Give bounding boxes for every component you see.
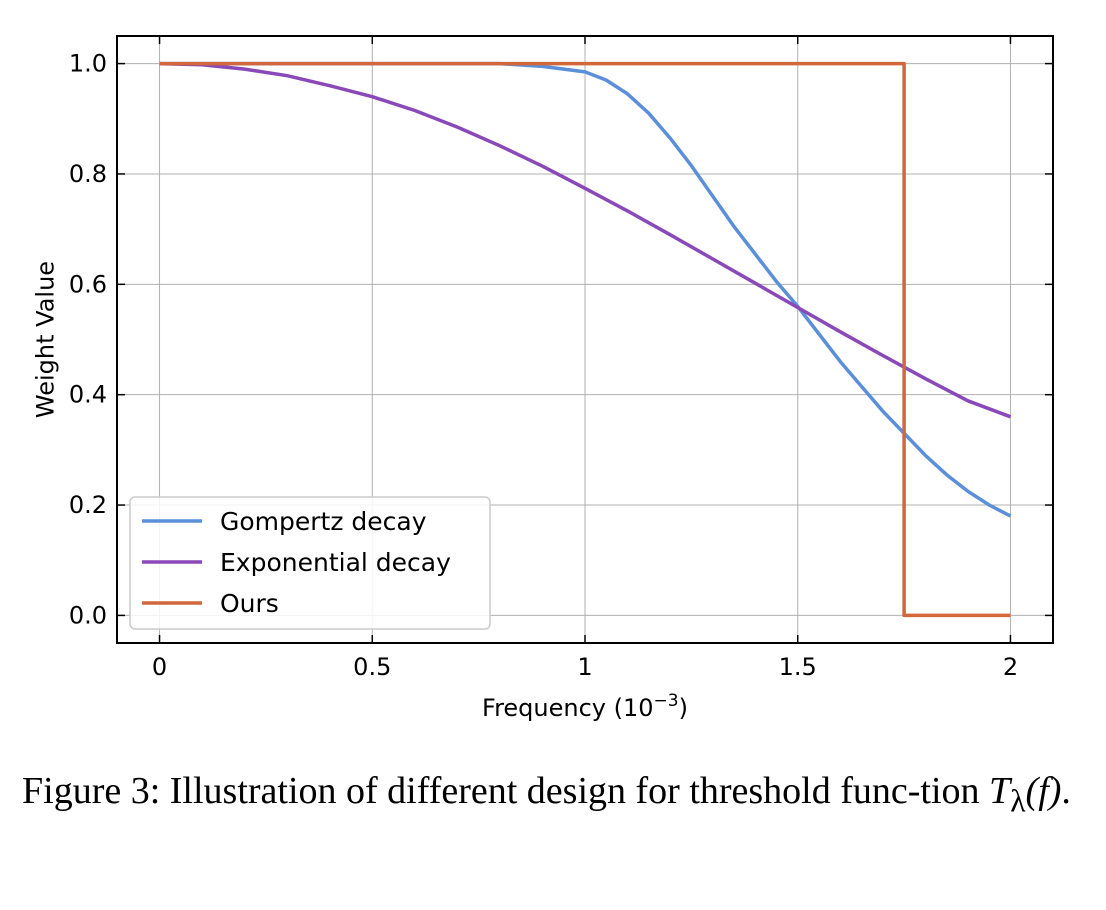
legend-box: [129, 496, 491, 630]
series-layer: [159, 61, 1012, 618]
series-line-exponential-decay: [159, 61, 1012, 419]
caption-prefix: Figure 3: Illustration of different desi…: [22, 770, 990, 812]
legend-label-exponential-decay: Exponential decay: [220, 548, 451, 577]
y-tick-label: 0.0: [69, 601, 107, 629]
tick-labels: 0 0.5 1 1.5 2 0.0 0.2 0.4 0.6 0.8 1.0: [69, 50, 1018, 681]
legend-label-gompertz-decay: Gompertz decay: [220, 507, 427, 536]
legend: Gompertz decay Exponential decay Ours: [129, 496, 491, 630]
x-axis-label-text: Frequency (10: [482, 694, 654, 722]
caption-math-base: T: [989, 770, 1011, 812]
chart: 0 0.5 1 1.5 2 0.0 0.2 0.4 0.6 0.8 1.0 Frequency (1…: [31, 35, 1054, 722]
x-axis-label-close: ): [679, 694, 688, 722]
y-tick-label: 0.2: [69, 491, 107, 519]
caption-suffix: .: [1061, 770, 1071, 812]
x-tick-label: 1.5: [779, 653, 817, 681]
x-tick-label: 0.5: [353, 653, 391, 681]
caption-math-argument: (f): [1025, 770, 1062, 812]
y-axis-label: Weight Value: [31, 261, 59, 418]
legend-label-ours: Ours: [220, 589, 279, 618]
figure-caption: Figure 3: Illustration of different desi…: [22, 766, 1092, 827]
caption-math-subscript: λ: [1010, 783, 1026, 819]
x-axis-label-exponent: −3: [654, 691, 679, 711]
y-tick-label: 1.0: [69, 50, 107, 78]
x-tick-label: 0: [152, 653, 167, 681]
y-tick-label: 0.8: [69, 160, 107, 188]
x-axis-label: Frequency (10−3): [482, 691, 688, 722]
y-tick-label: 0.6: [69, 270, 107, 298]
axis-ticks: [117, 36, 1053, 643]
x-tick-label: 2: [1003, 653, 1018, 681]
x-tick-label: 1: [577, 653, 592, 681]
series-line-ours: [159, 61, 1011, 618]
y-tick-label: 0.4: [69, 381, 107, 409]
